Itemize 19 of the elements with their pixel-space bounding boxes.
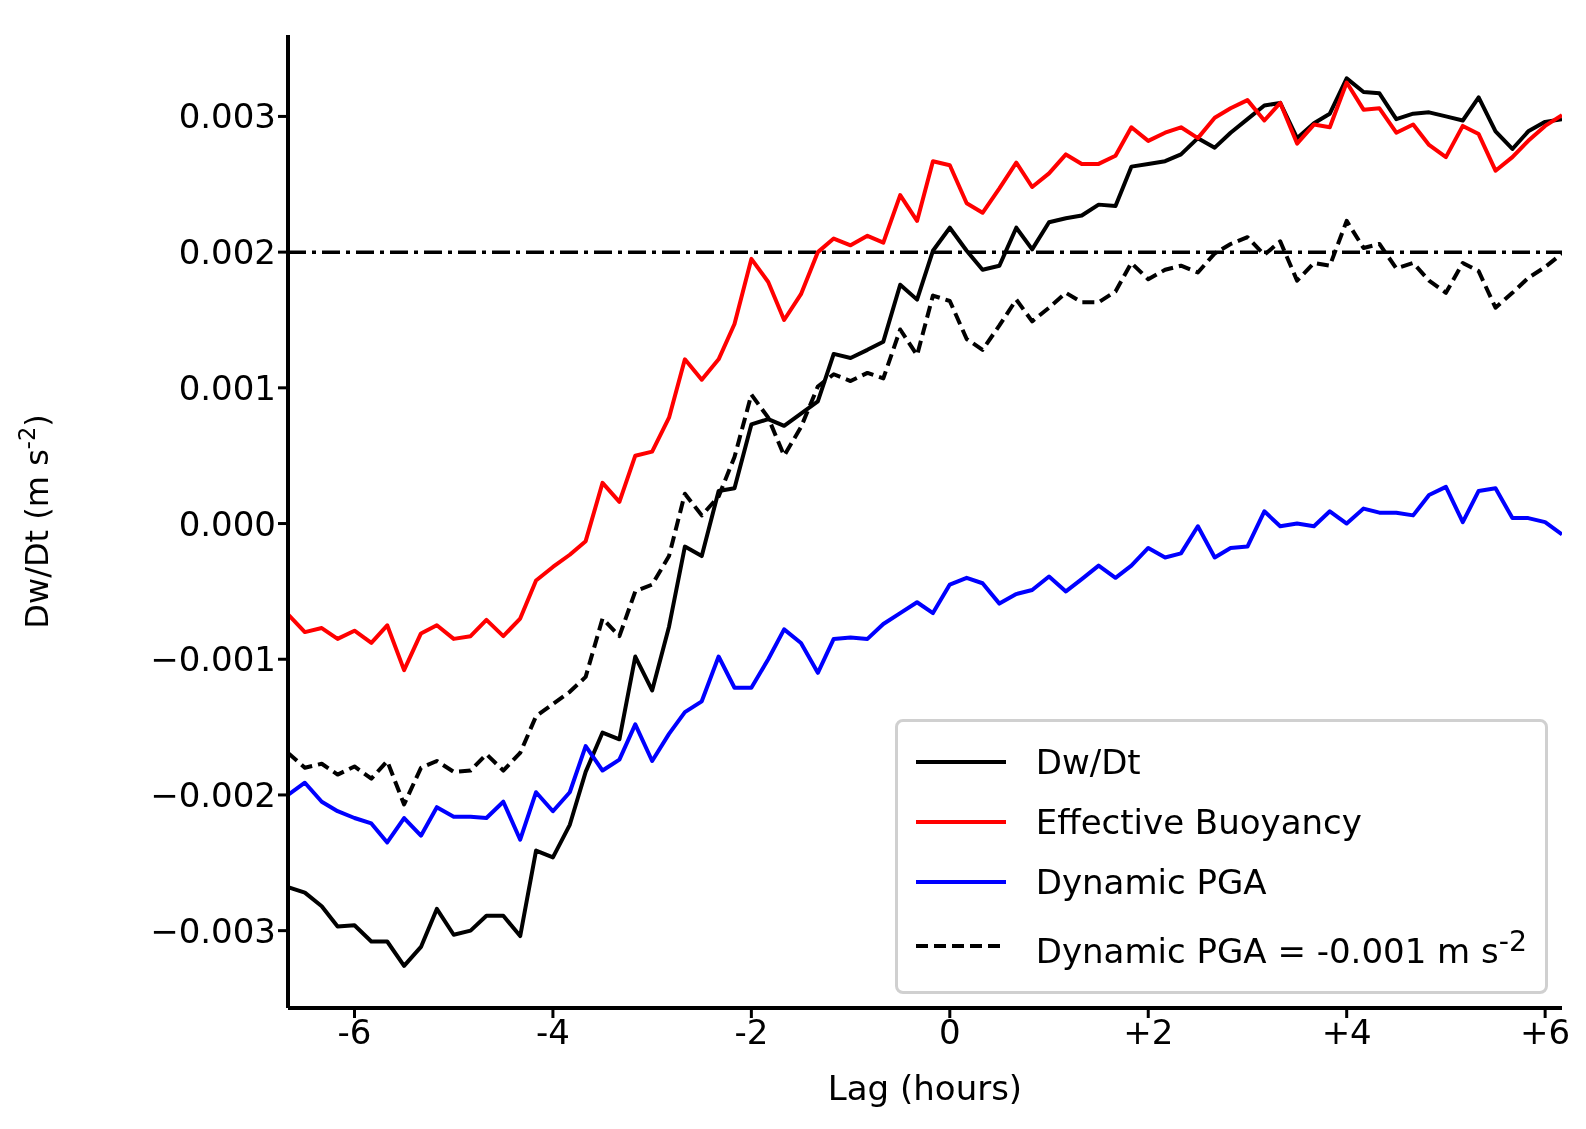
legend-label: Dynamic PGA — [1035, 860, 1267, 904]
x-tick-label: +4 — [1321, 1012, 1372, 1053]
x-axis-title: Lag (hours) — [827, 1068, 1023, 1108]
legend-label: Effective Buoyancy — [1035, 800, 1362, 844]
y-tick-label: 0.003 — [178, 96, 276, 137]
x-tick-label: 0 — [938, 1012, 961, 1053]
x-tick-label: +2 — [1123, 1012, 1174, 1053]
x-tick-label: +6 — [1520, 1012, 1571, 1053]
x-tick-label: -2 — [734, 1012, 769, 1053]
y-tick-label: −0.003 — [150, 910, 276, 951]
x-tick-label: -4 — [535, 1012, 570, 1053]
legend-label: Dynamic PGA = -0.001 m s$^{-2}$ — [1035, 923, 1527, 973]
y-tick-label: −0.002 — [150, 775, 276, 816]
y-tick-label: 0.002 — [178, 232, 276, 273]
y-tick-label: 0.000 — [178, 503, 276, 544]
legend-label: Dw/Dt — [1035, 740, 1141, 784]
x-tick-label: -6 — [337, 1012, 372, 1053]
y-tick-label: 0.001 — [178, 367, 276, 408]
y-tick-label: −0.001 — [150, 639, 276, 680]
